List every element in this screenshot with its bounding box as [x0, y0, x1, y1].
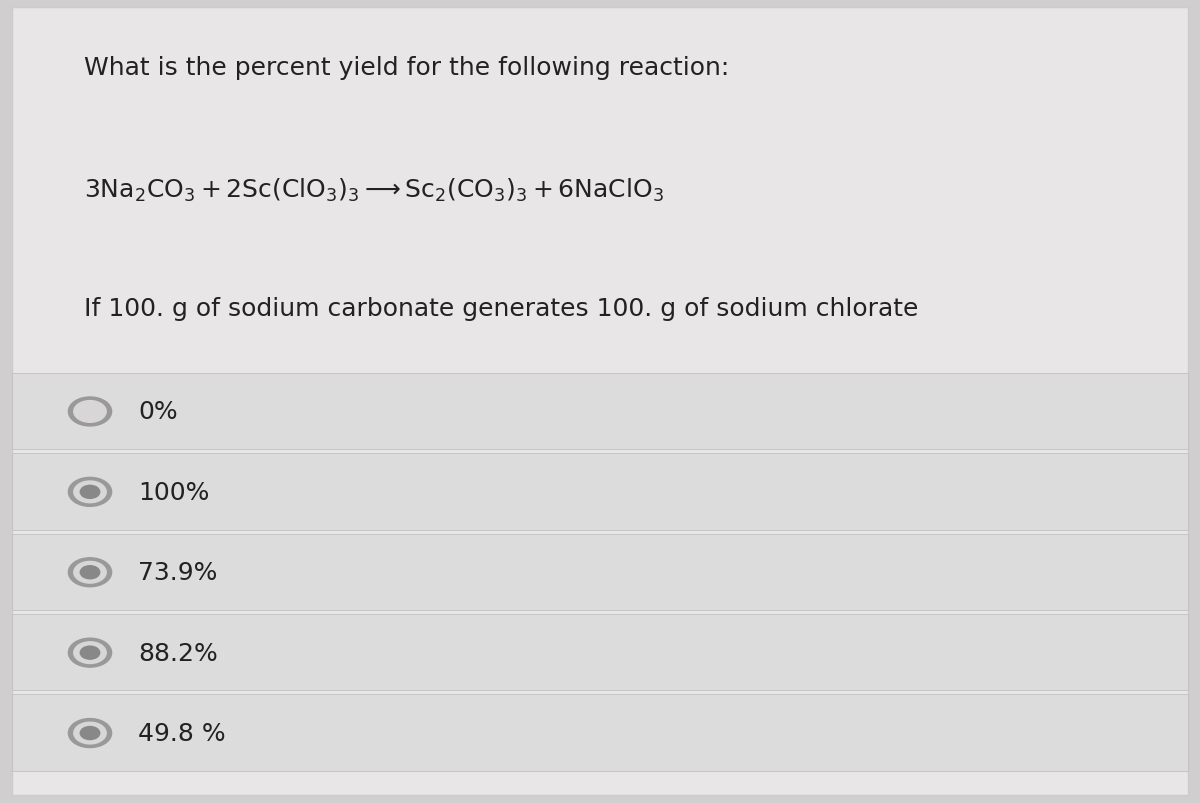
Circle shape	[74, 562, 107, 583]
Circle shape	[74, 481, 107, 503]
Text: If 100. g of sodium carbonate generates 100. g of sodium chlorate: If 100. g of sodium carbonate generates …	[84, 297, 918, 321]
Text: 73.9%: 73.9%	[138, 560, 217, 585]
Circle shape	[68, 719, 112, 748]
Circle shape	[74, 401, 107, 422]
Circle shape	[80, 646, 100, 659]
Text: 100%: 100%	[138, 480, 209, 504]
Circle shape	[68, 558, 112, 587]
Circle shape	[68, 478, 112, 507]
Text: $\mathregular{3Na_2CO_3 + 2Sc(ClO_3)_3 \longrightarrow Sc_2(CO_3)_3 + 6NaClO_3}$: $\mathregular{3Na_2CO_3 + 2Sc(ClO_3)_3 \…	[84, 177, 664, 204]
Circle shape	[68, 638, 112, 667]
Text: 88.2%: 88.2%	[138, 641, 217, 665]
Circle shape	[68, 397, 112, 426]
FancyBboxPatch shape	[12, 454, 1188, 530]
Circle shape	[74, 723, 107, 744]
FancyBboxPatch shape	[12, 695, 1188, 771]
Circle shape	[80, 566, 100, 579]
Circle shape	[80, 486, 100, 499]
FancyBboxPatch shape	[12, 534, 1188, 610]
Circle shape	[74, 642, 107, 663]
Text: 0%: 0%	[138, 400, 178, 424]
FancyBboxPatch shape	[12, 373, 1188, 450]
FancyBboxPatch shape	[12, 8, 1188, 795]
Text: What is the percent yield for the following reaction:: What is the percent yield for the follow…	[84, 56, 730, 80]
Circle shape	[80, 727, 100, 740]
Text: 49.8 %: 49.8 %	[138, 721, 226, 745]
FancyBboxPatch shape	[12, 614, 1188, 691]
